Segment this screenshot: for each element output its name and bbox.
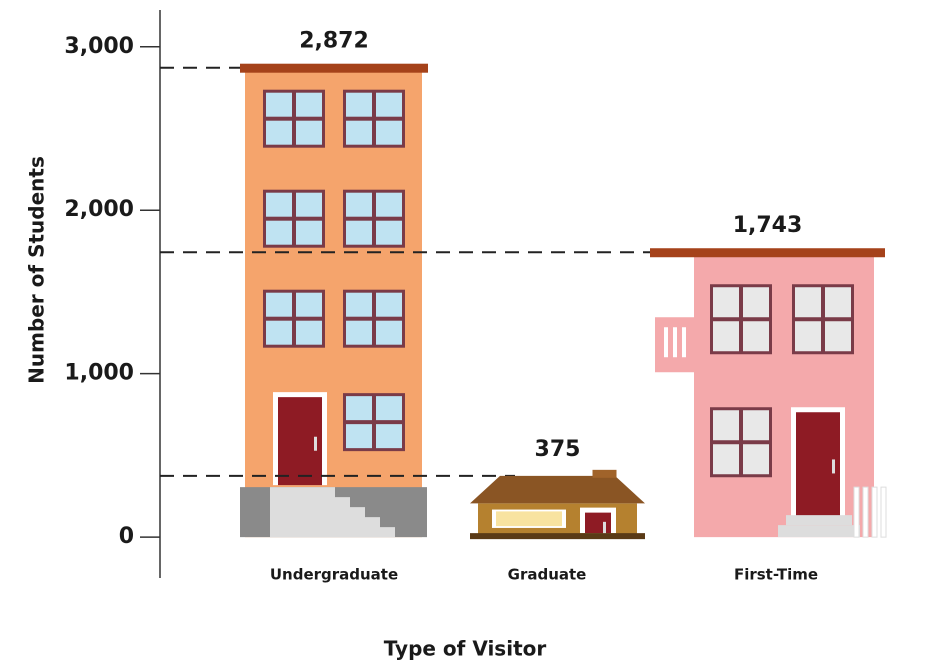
roof bbox=[650, 248, 885, 258]
pane bbox=[346, 424, 372, 449]
rail bbox=[673, 327, 677, 358]
data-label: 375 bbox=[535, 437, 581, 462]
fence bbox=[880, 486, 887, 538]
knob bbox=[832, 459, 835, 474]
pane bbox=[743, 444, 769, 475]
pane bbox=[376, 396, 402, 421]
knob bbox=[603, 521, 606, 536]
y-tick-label: 2,000 bbox=[64, 197, 134, 222]
pane bbox=[266, 220, 292, 245]
y-tick-label: 1,000 bbox=[64, 361, 134, 386]
rail bbox=[682, 327, 686, 358]
pane bbox=[266, 192, 292, 217]
data-label: 2,872 bbox=[299, 29, 369, 54]
pane bbox=[795, 287, 821, 318]
pane bbox=[266, 120, 292, 145]
pane bbox=[346, 120, 372, 145]
base bbox=[470, 533, 645, 540]
pane bbox=[296, 92, 322, 117]
pane bbox=[713, 410, 739, 441]
y-tick-label: 0 bbox=[119, 524, 134, 549]
pane bbox=[795, 321, 821, 352]
pane bbox=[376, 320, 402, 345]
pane bbox=[296, 220, 322, 245]
pane bbox=[346, 292, 372, 317]
x-tick-label: First-Time bbox=[734, 566, 818, 584]
pane bbox=[376, 192, 402, 217]
building bbox=[160, 248, 887, 538]
x-tick-label: Undergraduate bbox=[270, 566, 398, 584]
chimney bbox=[592, 469, 617, 478]
fence bbox=[853, 486, 860, 538]
pane bbox=[713, 287, 739, 318]
stairs bbox=[270, 487, 395, 538]
pane bbox=[346, 192, 372, 217]
pane bbox=[825, 321, 851, 352]
x-tick-label: Graduate bbox=[508, 566, 587, 584]
pane bbox=[376, 220, 402, 245]
step bbox=[786, 515, 852, 526]
pane bbox=[346, 220, 372, 245]
building bbox=[160, 63, 428, 538]
x-axis-label: Type of Visitor bbox=[384, 637, 547, 661]
y-tick-label: 3,000 bbox=[64, 34, 134, 59]
pane bbox=[266, 292, 292, 317]
pane bbox=[743, 321, 769, 352]
pane bbox=[346, 320, 372, 345]
pane bbox=[266, 92, 292, 117]
fence bbox=[862, 486, 869, 538]
pane bbox=[266, 320, 292, 345]
pane bbox=[825, 287, 851, 318]
pane bbox=[296, 120, 322, 145]
pane bbox=[376, 120, 402, 145]
glass bbox=[496, 511, 562, 527]
fence bbox=[871, 486, 878, 538]
pane bbox=[743, 410, 769, 441]
knob bbox=[314, 436, 317, 451]
pane bbox=[346, 396, 372, 421]
y-axis-label: Number of Students bbox=[25, 156, 49, 384]
roof bbox=[240, 63, 428, 73]
roof bbox=[470, 475, 645, 504]
pane bbox=[376, 92, 402, 117]
pane bbox=[743, 287, 769, 318]
step bbox=[778, 525, 860, 538]
door bbox=[585, 512, 611, 534]
pane bbox=[296, 320, 322, 345]
pane bbox=[376, 424, 402, 449]
rail bbox=[664, 327, 668, 358]
pane bbox=[296, 292, 322, 317]
pane bbox=[713, 444, 739, 475]
pane bbox=[296, 192, 322, 217]
pane bbox=[346, 92, 372, 117]
data-label: 1,743 bbox=[733, 213, 803, 238]
pane bbox=[713, 321, 739, 352]
pane bbox=[376, 292, 402, 317]
building bbox=[160, 469, 645, 540]
